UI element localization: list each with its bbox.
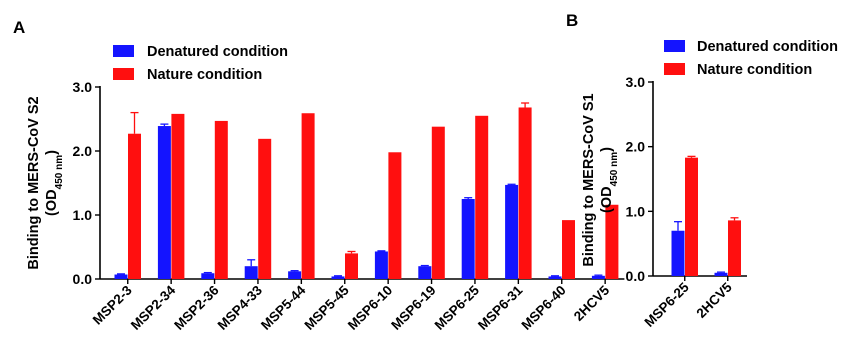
bar-nature: [475, 115, 489, 279]
legend-swatch: [664, 40, 685, 52]
panel-letter-b: B: [566, 11, 578, 30]
bar-denatured: [374, 251, 388, 279]
bar-nature: [562, 220, 575, 279]
bar-nature: [728, 220, 741, 276]
panel-letter-a: A: [13, 18, 25, 37]
bar-nature: [685, 157, 698, 276]
legend-swatch: [113, 68, 134, 80]
x-tick-label: MSP6-31: [475, 282, 526, 333]
x-tick-label: MSP4-33: [215, 282, 266, 333]
bar-denatured: [288, 271, 302, 279]
x-tick-label: MSP6-10: [345, 283, 395, 333]
y-axis-title-close: ): [44, 150, 60, 155]
x-tick-label: MSP2-36: [171, 282, 222, 333]
bar-nature: [128, 133, 141, 279]
y-axis-title-unit: (OD450 nm): [599, 147, 620, 213]
bar-nature: [345, 253, 358, 279]
y-axis-title-unit: (OD450 nm): [44, 150, 65, 216]
bar-denatured: [244, 266, 258, 279]
bar-denatured: [418, 266, 432, 279]
bar-denatured: [505, 184, 519, 279]
y-axis-title-close: ): [599, 147, 615, 152]
y-axis-title-od: (OD: [44, 189, 60, 216]
y-tick-label: 2.0: [73, 143, 93, 159]
y-tick-label: 3.0: [73, 79, 93, 95]
y-tick-label: 0.0: [73, 271, 93, 287]
bar-denatured: [201, 273, 215, 279]
y-axis-title: Binding to MERS-CoV S2: [26, 96, 42, 269]
legend-swatch: [113, 45, 134, 57]
bar-nature: [258, 138, 272, 279]
bar-denatured: [714, 272, 728, 276]
y-tick-label: 1.0: [73, 207, 93, 223]
x-tick-label: MSP5-45: [301, 282, 352, 333]
y-axis-title-sub: 450 nm: [609, 152, 620, 187]
bar-nature: [171, 113, 185, 279]
x-tick-label: MSP2-34: [128, 282, 179, 333]
y-axis-title-sub: 450 nm: [54, 155, 65, 190]
bar-denatured: [461, 199, 475, 279]
x-tick-label: MSP6-25: [432, 282, 483, 333]
x-tick-label: MSP6-25: [641, 279, 692, 330]
bar-denatured: [671, 230, 685, 276]
bar-nature: [388, 152, 402, 279]
y-tick-label: 0.0: [626, 268, 646, 284]
bar-nature: [301, 113, 315, 280]
x-tick-label: MSP6-19: [388, 283, 438, 333]
x-tick-label: 2HCV5: [571, 282, 613, 324]
legend-label: Denatured condition: [147, 44, 288, 60]
bar-denatured: [331, 276, 345, 279]
y-tick-label: 1.0: [626, 203, 646, 219]
bar-denatured: [157, 126, 171, 279]
bar-nature: [605, 204, 619, 279]
y-axis-title: Binding to MERS-CoV S1: [581, 93, 597, 266]
bar-nature: [214, 120, 228, 279]
legend-swatch: [664, 63, 685, 75]
legend-label: Nature condition: [147, 67, 262, 83]
bar-nature: [518, 107, 532, 279]
y-tick-label: 3.0: [626, 74, 646, 90]
x-tick-label: 2HCV5: [693, 279, 735, 321]
bar-nature: [431, 126, 445, 280]
panel-a: A 0.01.02.03.0MSP2-3MSP2-34MSP2-36MSP4-3…: [13, 18, 625, 333]
legend-label: Denatured condition: [697, 39, 838, 55]
x-tick-label: MSP6-40: [518, 283, 568, 333]
y-axis-title-od: (OD: [599, 186, 615, 213]
legend-label: Nature condition: [697, 62, 812, 78]
bar-denatured: [548, 276, 562, 279]
x-tick-label: MSP5-44: [258, 282, 309, 333]
bar-denatured: [591, 275, 605, 279]
y-tick-label: 2.0: [626, 139, 646, 155]
bar-denatured: [114, 274, 128, 279]
